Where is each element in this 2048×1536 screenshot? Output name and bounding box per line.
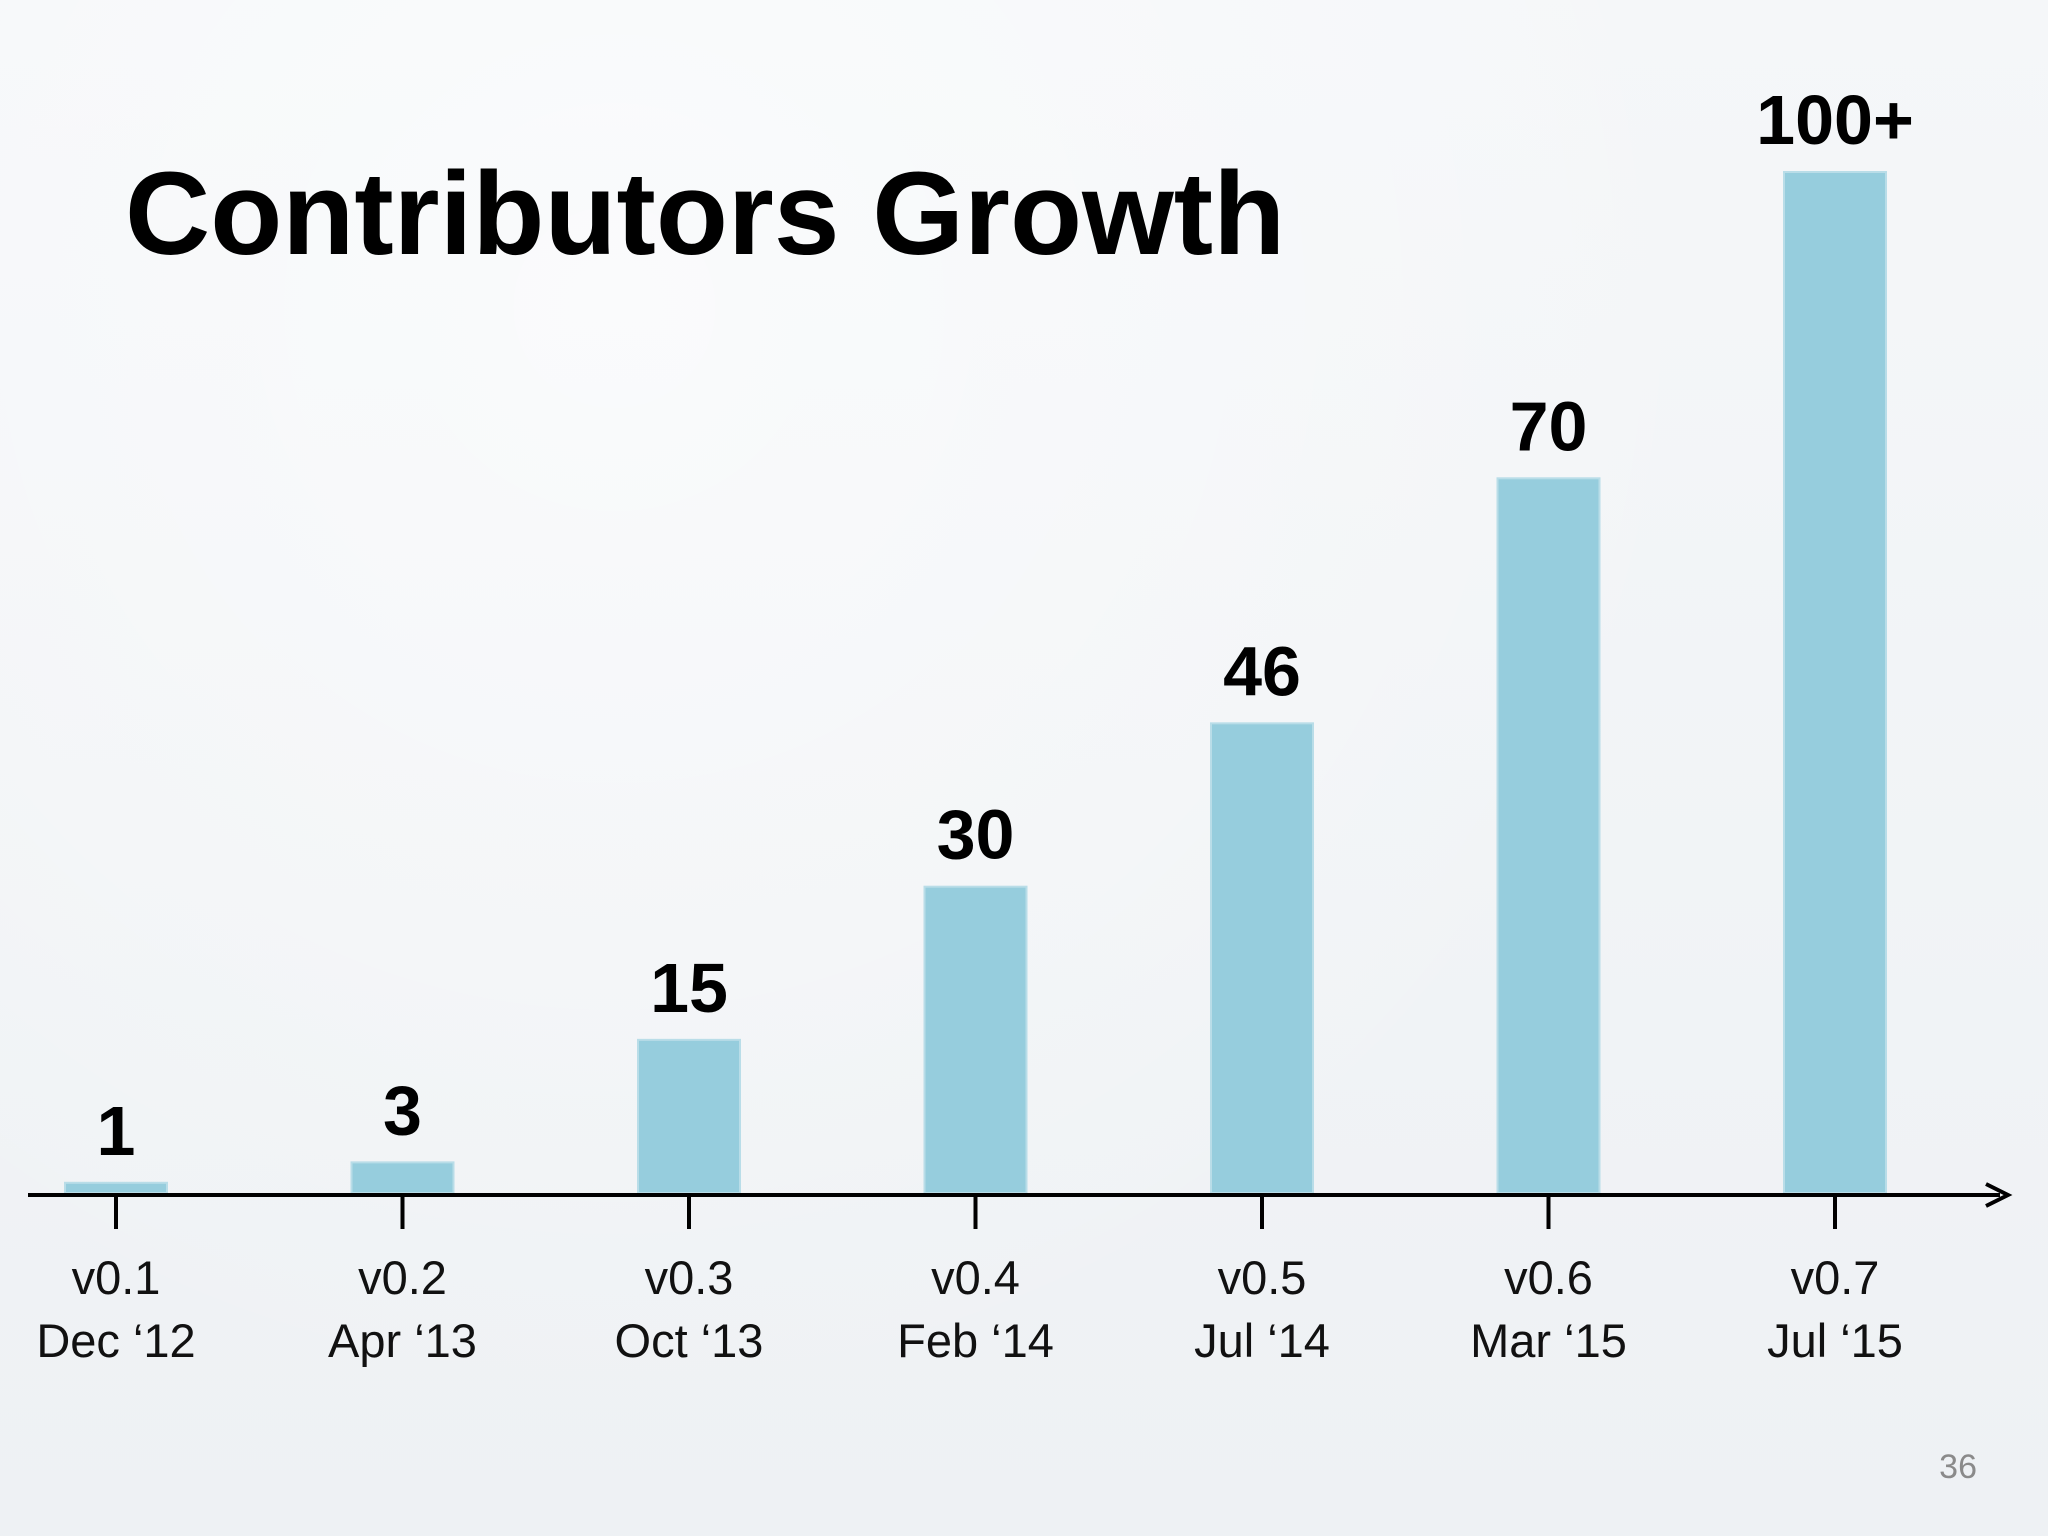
x-axis-arrowhead <box>1985 1182 2013 1208</box>
x-axis-tick-labels: v0.1 Dec ‘12 v0.2 Apr ‘13 v0.3 Oct ‘13 v0.4 Feb… <box>36 1251 1903 1367</box>
x-tick-label-date: Dec ‘12 <box>36 1314 195 1367</box>
bar-v0.4 <box>923 885 1028 1194</box>
x-tick-label-version: v0.1 <box>72 1251 161 1304</box>
x-tick-label-version: v0.7 <box>1791 1251 1880 1304</box>
bars-layer <box>64 171 1887 1195</box>
bar-v0.3 <box>637 1038 741 1194</box>
page-number: 36 <box>1939 1448 1977 1486</box>
x-axis <box>28 1182 2013 1208</box>
bar-v0.6 <box>1496 477 1601 1194</box>
bar-v0.7 <box>1783 171 1887 1194</box>
x-axis-ticks <box>114 1197 1837 1229</box>
x-tick-label-date: Jul ‘14 <box>1194 1314 1330 1367</box>
data-label-v0.3: 15 <box>650 949 728 1027</box>
bar-v0.1 <box>64 1181 168 1195</box>
x-tick-label-date: Jul ‘15 <box>1767 1314 1903 1367</box>
x-tick-label-date: Oct ‘13 <box>615 1314 764 1367</box>
bar-v0.5 <box>1210 722 1314 1195</box>
bar-v0.2 <box>350 1161 455 1194</box>
data-label-v0.2: 3 <box>383 1071 422 1149</box>
data-label-v0.6: 70 <box>1510 387 1588 465</box>
slide-title: Contributors Growth <box>125 148 1286 280</box>
x-tick-label-date: Mar ‘15 <box>1470 1314 1627 1367</box>
x-tick-label-date: Apr ‘13 <box>328 1314 477 1367</box>
x-tick-label-version: v0.6 <box>1504 1251 1593 1304</box>
x-tick-label-version: v0.2 <box>358 1251 447 1304</box>
data-label-v0.4: 30 <box>937 796 1015 874</box>
x-tick-label-version: v0.3 <box>645 1251 734 1304</box>
x-tick-label-date: Feb ‘14 <box>897 1314 1054 1367</box>
data-label-v0.7: 100+ <box>1756 81 1914 159</box>
data-label-v0.5: 46 <box>1223 632 1301 710</box>
x-tick-label-version: v0.4 <box>931 1251 1020 1304</box>
data-label-v0.1: 1 <box>97 1092 136 1170</box>
data-labels-layer: 1 3 15 30 46 70 100+ <box>97 81 1914 1170</box>
x-tick-label-version: v0.5 <box>1218 1251 1307 1304</box>
